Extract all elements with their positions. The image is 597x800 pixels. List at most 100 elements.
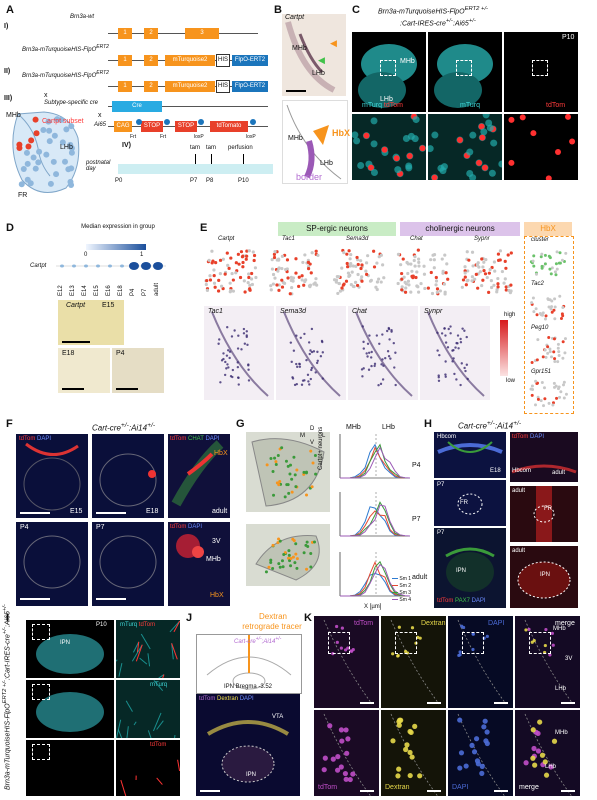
c-title-line-2: :Cart-IRES-cre+/-:Ai65+/- bbox=[400, 18, 476, 28]
e-sp-header: SP-ergic neurons bbox=[278, 222, 396, 236]
e-ish-label: Tac1 bbox=[208, 308, 223, 315]
k-dextran-label: Dextran bbox=[385, 784, 410, 791]
a-tam-arrow-2 bbox=[211, 154, 212, 164]
a-allele-wt: Brn3a-wt bbox=[70, 14, 95, 20]
g-3d-render-p4 bbox=[246, 432, 330, 512]
c-tdtom-label: tdTom bbox=[546, 102, 566, 109]
a-ki2-mturq: mTurquoise2 bbox=[165, 81, 215, 92]
i-merge-zoom bbox=[116, 620, 180, 678]
a-frt-label-1: Frt bbox=[130, 134, 137, 140]
e-side-cluster: cluster bbox=[527, 237, 571, 279]
a-loxp-label-1: loxP bbox=[194, 134, 204, 140]
d-ish-p4 bbox=[112, 348, 164, 393]
c-mhb: MHb bbox=[400, 58, 415, 65]
a-ki2-exon-2: 2 bbox=[144, 81, 158, 92]
h-hbcom-2: Hbcom bbox=[512, 468, 532, 474]
k-merge-label: merge bbox=[555, 620, 575, 627]
b-hbx: HbX bbox=[332, 128, 350, 138]
b-scale-bar bbox=[286, 90, 306, 92]
h-title: Cart-cre+/-:Ai14+/- bbox=[458, 420, 522, 431]
g-legend-item: Sm 1 bbox=[392, 576, 411, 582]
c-tdtom-zoom bbox=[504, 114, 578, 180]
e-side-label: Tac2 bbox=[531, 281, 544, 287]
k-dextran-zoom-image: Dextran bbox=[381, 710, 446, 796]
k-tdtom-label: tdTom bbox=[318, 784, 338, 791]
e-side-peg10: Peg10 bbox=[527, 325, 571, 367]
e-scale-high: high bbox=[504, 312, 516, 318]
h-adult-hbcom-image bbox=[510, 432, 578, 482]
i-vertical-title: Brn3a-mTurquoiseHIS-FlpOERT2 +/-:Cart-IR… bbox=[2, 604, 12, 790]
a-perfusion-arrow bbox=[243, 154, 244, 164]
e-umap-cartpt: Cartpt bbox=[200, 236, 262, 300]
f-mhb: MHb bbox=[206, 556, 221, 563]
d-e15: E15 bbox=[102, 302, 115, 309]
e-ish-row: Tac1 Sema3d Chat Synpr bbox=[204, 306, 494, 402]
c-mturq-label: mTurq bbox=[460, 102, 480, 109]
e-umap-sema3d: Sema3d bbox=[328, 236, 390, 300]
a-exon-2: 2 bbox=[144, 28, 158, 39]
d-scale-p4 bbox=[116, 388, 138, 390]
d-colorbar bbox=[86, 244, 146, 250]
b-orange-arrowhead: ◀ bbox=[330, 38, 337, 48]
panel-label-g: G bbox=[236, 418, 245, 430]
b-mhb: MHb bbox=[292, 45, 307, 52]
b-gene: Cartpt bbox=[285, 14, 305, 21]
i-mturq-image bbox=[26, 680, 114, 738]
g-axis-v: V bbox=[310, 440, 315, 446]
k-merge-label: merge bbox=[519, 784, 539, 791]
g-p4: P4 bbox=[412, 462, 421, 469]
e-umap-label: Cartpt bbox=[218, 236, 235, 242]
d-stage-labels: E12 E13 E14 E15 E16 E18 P4 P7 adult bbox=[56, 276, 166, 298]
h-adult-2: adult bbox=[512, 488, 526, 494]
h-adult-channels: tdTom DAPI bbox=[512, 434, 545, 440]
b-schematic bbox=[282, 100, 348, 184]
g-ylabel: Cartpt+ neurons bbox=[318, 426, 324, 470]
a-p0: P0 bbox=[115, 178, 123, 184]
h-fr: FR bbox=[460, 500, 468, 506]
j-ipn: IPN bbox=[246, 772, 257, 778]
b-border: border bbox=[296, 172, 323, 182]
g-mhb: MHb bbox=[346, 424, 361, 431]
a-cag: CAG bbox=[114, 121, 132, 132]
a-wt-line bbox=[108, 33, 258, 34]
d-stage-p7: P7 bbox=[142, 288, 148, 296]
f-p4: P4 bbox=[20, 524, 29, 531]
e-side-label: Peg10 bbox=[531, 325, 549, 331]
i-tdtom-image bbox=[26, 740, 114, 796]
h-adult-3: adult bbox=[512, 548, 526, 554]
i-tdtom-label: tdTom bbox=[150, 742, 167, 748]
e-ish-synpr: Synpr bbox=[420, 306, 490, 400]
a-loxp-label-2: loxP bbox=[246, 134, 256, 140]
loxp-site-1 bbox=[198, 119, 204, 125]
a-ki2-flpo: FlpO-ERT2 bbox=[232, 81, 268, 92]
d-legend-title: Median expression in group bbox=[81, 224, 155, 230]
g-axis-l: L bbox=[322, 433, 326, 439]
panel-label-f: F bbox=[6, 418, 13, 430]
k-bottom-row: tdTom Dextran DAPI merge MHb LHb bbox=[314, 710, 580, 796]
e-umap-label: Chat bbox=[410, 236, 423, 242]
g-3d-render-adult bbox=[246, 524, 330, 586]
d-stage-e14: E14 bbox=[82, 285, 88, 296]
j-atlas-schematic bbox=[196, 634, 302, 694]
e-ish-chat: Chat bbox=[348, 306, 418, 400]
d-ish-gene: Cartpt bbox=[66, 302, 86, 309]
c-age: P10 bbox=[562, 34, 575, 41]
a-row-1: I) bbox=[4, 23, 9, 30]
e-side-gpr151: Gpr151 bbox=[527, 369, 571, 411]
a-ki-exon-1: 1 bbox=[118, 55, 132, 66]
e-side-tac2: Tac2 bbox=[527, 281, 571, 323]
e-side-column: cluster Tac2 Peg10 Gpr151 bbox=[524, 236, 574, 414]
c-merge-zoom bbox=[352, 114, 426, 180]
g-xlabel: X [µm] bbox=[364, 604, 382, 610]
e-ish-label: Synpr bbox=[424, 308, 443, 315]
a-ki-his: HIS bbox=[216, 54, 230, 67]
g-p7: P7 bbox=[412, 516, 421, 523]
panel-label-h: H bbox=[424, 418, 432, 430]
f-e15: E15 bbox=[70, 508, 83, 515]
f-3v: 3V bbox=[212, 538, 221, 545]
h-p7-ipn-image bbox=[434, 528, 506, 608]
i-ipn: IPN bbox=[60, 640, 71, 646]
d-stage-e16: E16 bbox=[106, 285, 112, 296]
k-tdtom-image: tdTom bbox=[314, 616, 379, 708]
b-green-arrowhead: ◀ bbox=[318, 55, 325, 65]
